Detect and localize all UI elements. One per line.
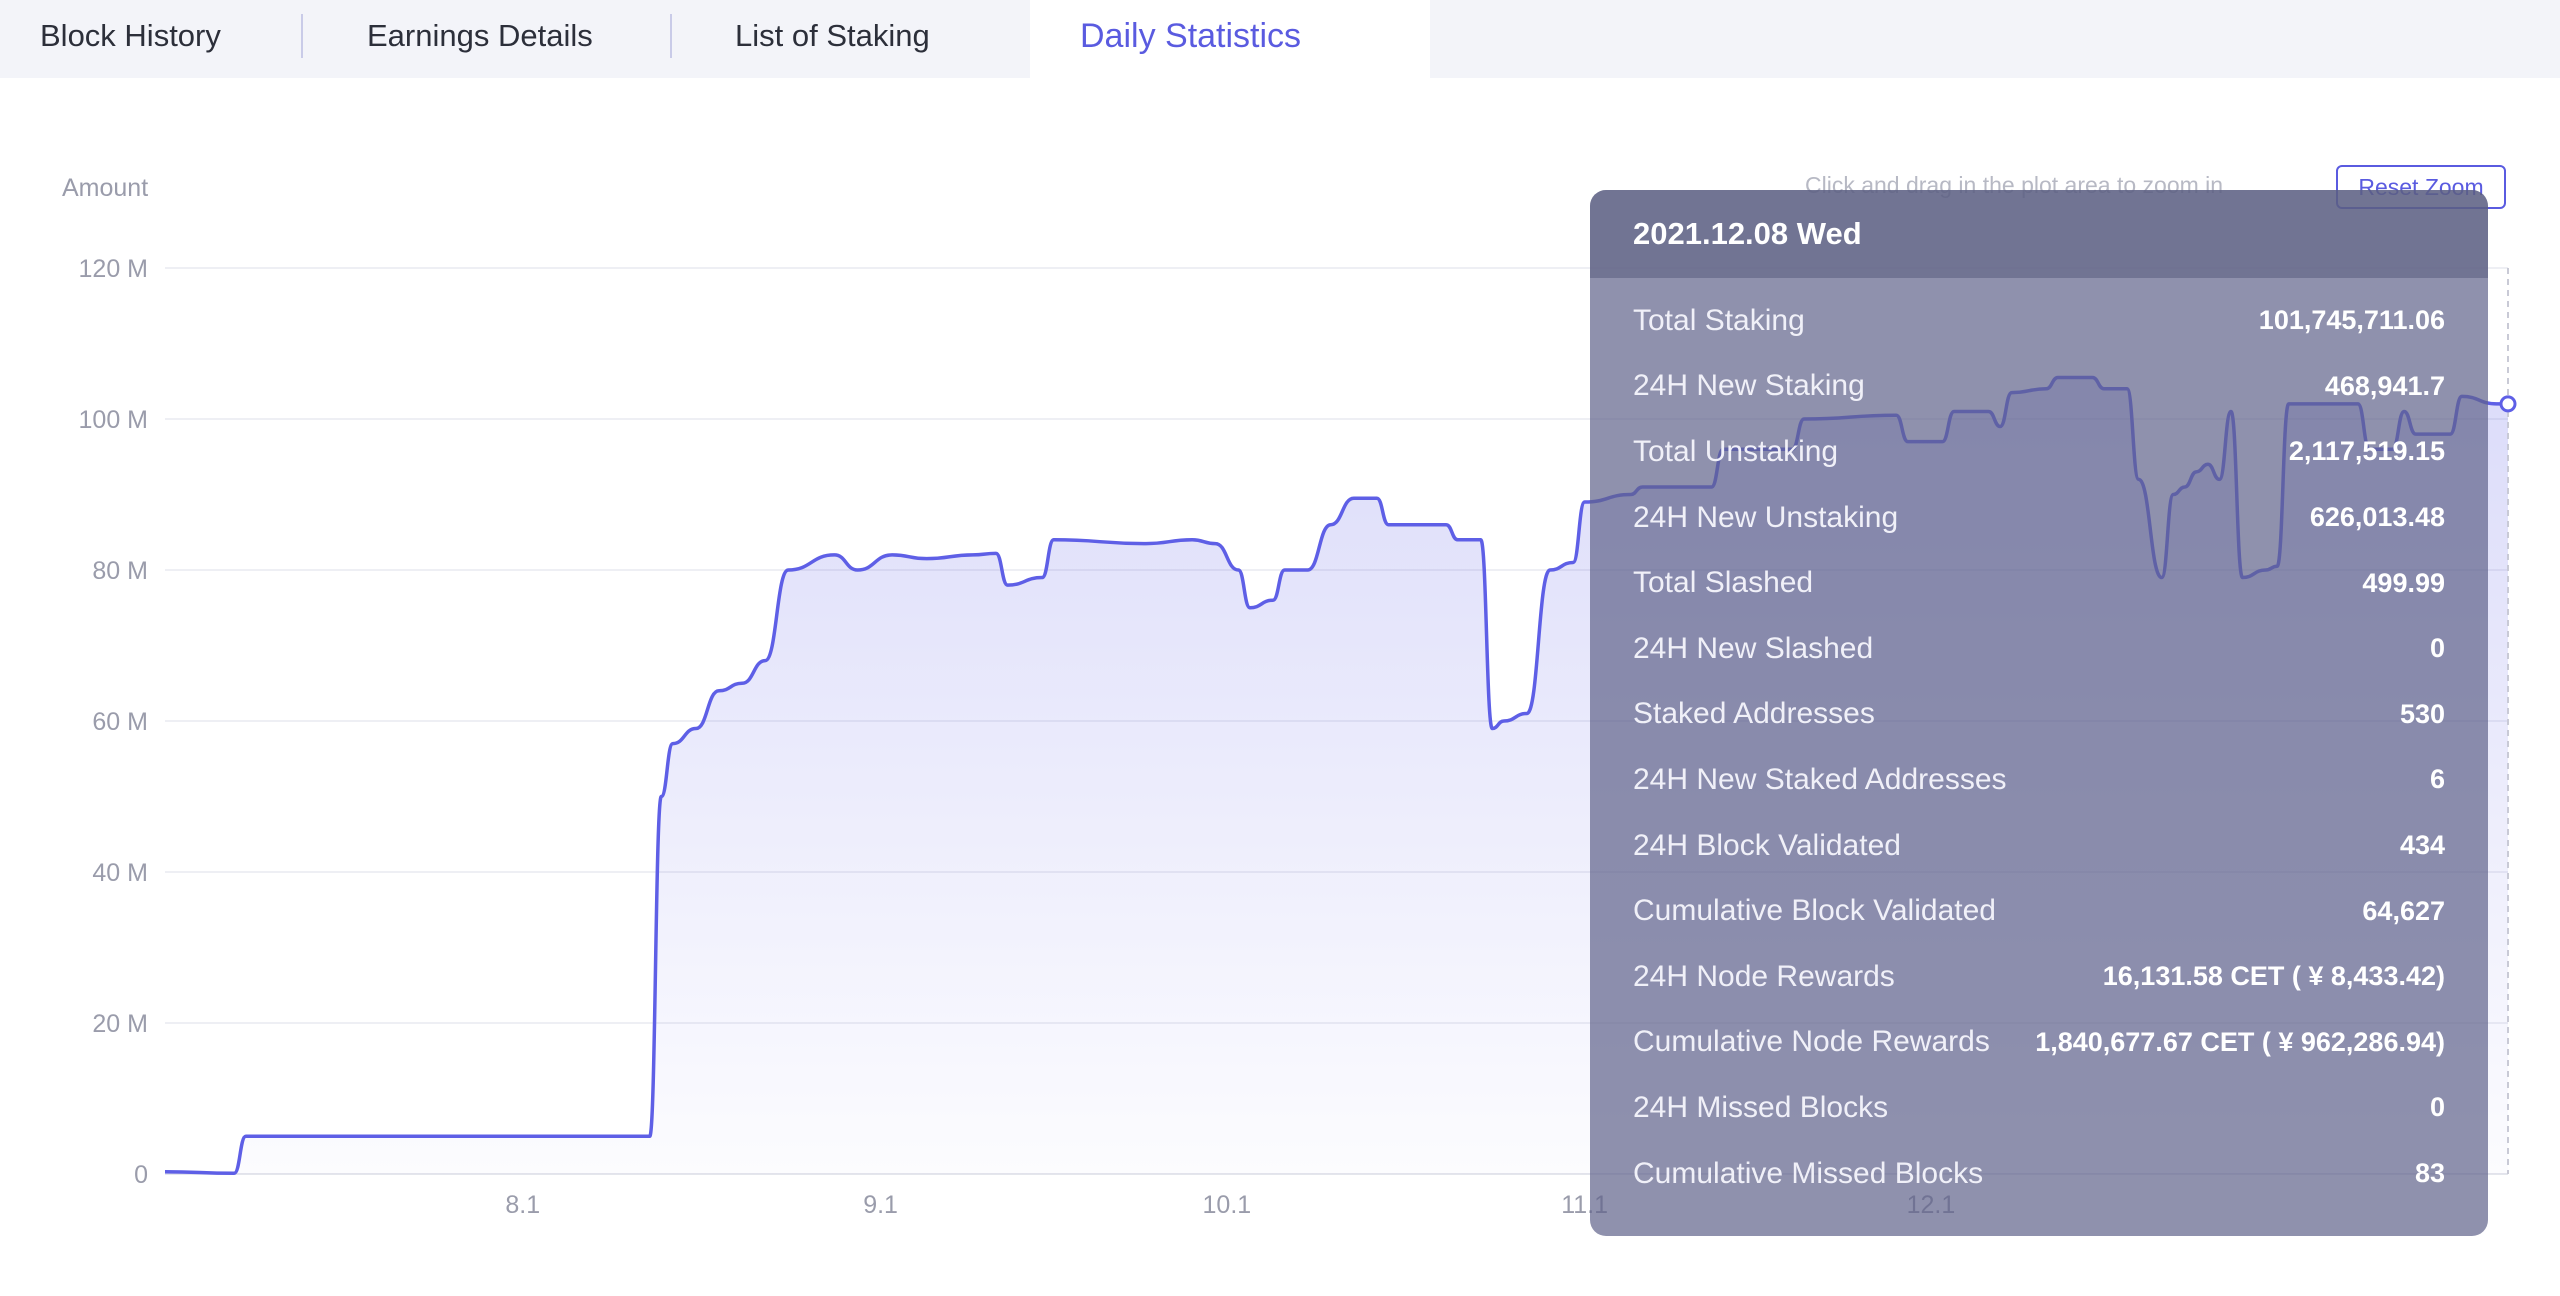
y-tick-label: 0 bbox=[134, 1161, 148, 1189]
tab-bar-background bbox=[0, 0, 1030, 78]
tooltip-label: Total Slashed bbox=[1633, 566, 1814, 600]
tooltip-row: 24H Block Validated 434 bbox=[1633, 813, 2445, 879]
tooltip-row: 24H New Staked Addresses 6 bbox=[1633, 747, 2445, 813]
tooltip-date: 2021.12.08 Wed bbox=[1590, 190, 2488, 278]
tab-divider bbox=[670, 14, 672, 58]
tooltip-row: 24H Missed Blocks 0 bbox=[1633, 1075, 2445, 1141]
tooltip-label: 24H New Staked Addresses bbox=[1633, 762, 2007, 796]
y-tick-label: 60 M bbox=[92, 708, 148, 736]
tooltip-label: Cumulative Node Rewards bbox=[1633, 1025, 1990, 1059]
tooltip-row: 24H New Staking 468,941.7 bbox=[1633, 354, 2445, 420]
tooltip-value: 0 bbox=[2429, 1092, 2445, 1123]
tooltip-row: Total Unstaking 2,117,519.15 bbox=[1633, 419, 2445, 485]
tooltip-value: 626,013.48 bbox=[2309, 502, 2445, 533]
tab-bar: Block History Earnings Details List of S… bbox=[0, 0, 2560, 78]
y-axis-ticks: 0 20 M 40 M 60 M 80 M 100 M 120 M bbox=[79, 255, 148, 1189]
tooltip-label: 24H Block Validated bbox=[1633, 828, 1901, 862]
tooltip-row: Cumulative Missed Blocks 83 bbox=[1633, 1141, 2445, 1207]
tooltip-row: 24H New Unstaking 626,013.48 bbox=[1633, 485, 2445, 551]
tooltip-label: 24H New Unstaking bbox=[1633, 500, 1899, 534]
tooltip-label: Total Staking bbox=[1633, 303, 1805, 337]
tooltip-value: 83 bbox=[2414, 1158, 2445, 1189]
tooltip-row: Cumulative Node Rewards 1,840,677.67 CET … bbox=[1633, 1010, 2445, 1076]
x-tick-label: 8.1 bbox=[505, 1191, 540, 1219]
x-tick-label: 9.1 bbox=[863, 1191, 898, 1219]
tooltip-label: Staked Addresses bbox=[1633, 697, 1875, 731]
tooltip-value: 530 bbox=[2399, 698, 2445, 729]
tooltip-label: Cumulative Missed Blocks bbox=[1633, 1156, 1984, 1190]
y-tick-label: 40 M bbox=[92, 859, 148, 887]
tooltip-value: 2,117,519.15 bbox=[2288, 436, 2445, 467]
tooltip-label: 24H New Staking bbox=[1633, 369, 1865, 403]
tab-block-history[interactable]: Block History bbox=[40, 18, 221, 53]
tooltip-rows: Total Staking 101,745,711.06 24H New Stak… bbox=[1590, 288, 2488, 1206]
tab-list-of-staking[interactable]: List of Staking bbox=[735, 18, 930, 53]
tab-daily-statistics[interactable]: Daily Statistics bbox=[1080, 17, 1302, 55]
chart-tooltip: 2021.12.08 Wed Total Staking 101,745,711.… bbox=[1590, 190, 2488, 1236]
tooltip-value: 16,131.58 CET ( ¥ 8,433.42) bbox=[2102, 961, 2445, 992]
y-tick-label: 120 M bbox=[79, 255, 148, 283]
tooltip-value: 64,627 bbox=[2362, 895, 2445, 926]
x-tick-label: 10.1 bbox=[1203, 1191, 1252, 1219]
tooltip-label: 24H New Slashed bbox=[1633, 631, 1874, 665]
tab-divider bbox=[301, 14, 303, 58]
tooltip-label: Cumulative Block Validated bbox=[1633, 894, 1996, 928]
y-tick-label: 100 M bbox=[79, 406, 148, 434]
tooltip-label: Total Unstaking bbox=[1633, 434, 1839, 468]
active-tab-shape bbox=[1030, 0, 1430, 78]
hover-point-marker bbox=[2499, 395, 2517, 413]
tooltip-label: 24H Missed Blocks bbox=[1633, 1090, 1889, 1124]
tooltip-value: 434 bbox=[2399, 830, 2445, 861]
tooltip-value: 1,840,677.67 CET ( ¥ 962,286.94) bbox=[2035, 1026, 2445, 1057]
tooltip-row: Staked Addresses 530 bbox=[1633, 682, 2445, 748]
tooltip-value: 468,941.7 bbox=[2324, 370, 2445, 401]
tooltip-row: Total Slashed 499.99 bbox=[1633, 550, 2445, 616]
tooltip-row: Cumulative Block Validated 64,627 bbox=[1633, 878, 2445, 944]
tab-earnings-details[interactable]: Earnings Details bbox=[367, 18, 593, 53]
tooltip-value: 499.99 bbox=[2362, 567, 2445, 598]
y-axis-title: Amount bbox=[62, 174, 148, 202]
tab-bar-background-right bbox=[1430, 0, 2560, 78]
tooltip-row: Total Staking 101,745,711.06 bbox=[1633, 288, 2445, 354]
y-tick-label: 80 M bbox=[92, 557, 148, 585]
tooltip-value: 101,745,711.06 bbox=[2258, 305, 2445, 336]
y-tick-label: 20 M bbox=[92, 1010, 148, 1038]
tooltip-value: 0 bbox=[2429, 633, 2445, 664]
tooltip-row: 24H New Slashed 0 bbox=[1633, 616, 2445, 682]
tooltip-row: 24H Node Rewards 16,131.58 CET ( ¥ 8,433.… bbox=[1633, 944, 2445, 1010]
tooltip-value: 6 bbox=[2429, 764, 2445, 795]
tooltip-label: 24H Node Rewards bbox=[1633, 959, 1895, 993]
